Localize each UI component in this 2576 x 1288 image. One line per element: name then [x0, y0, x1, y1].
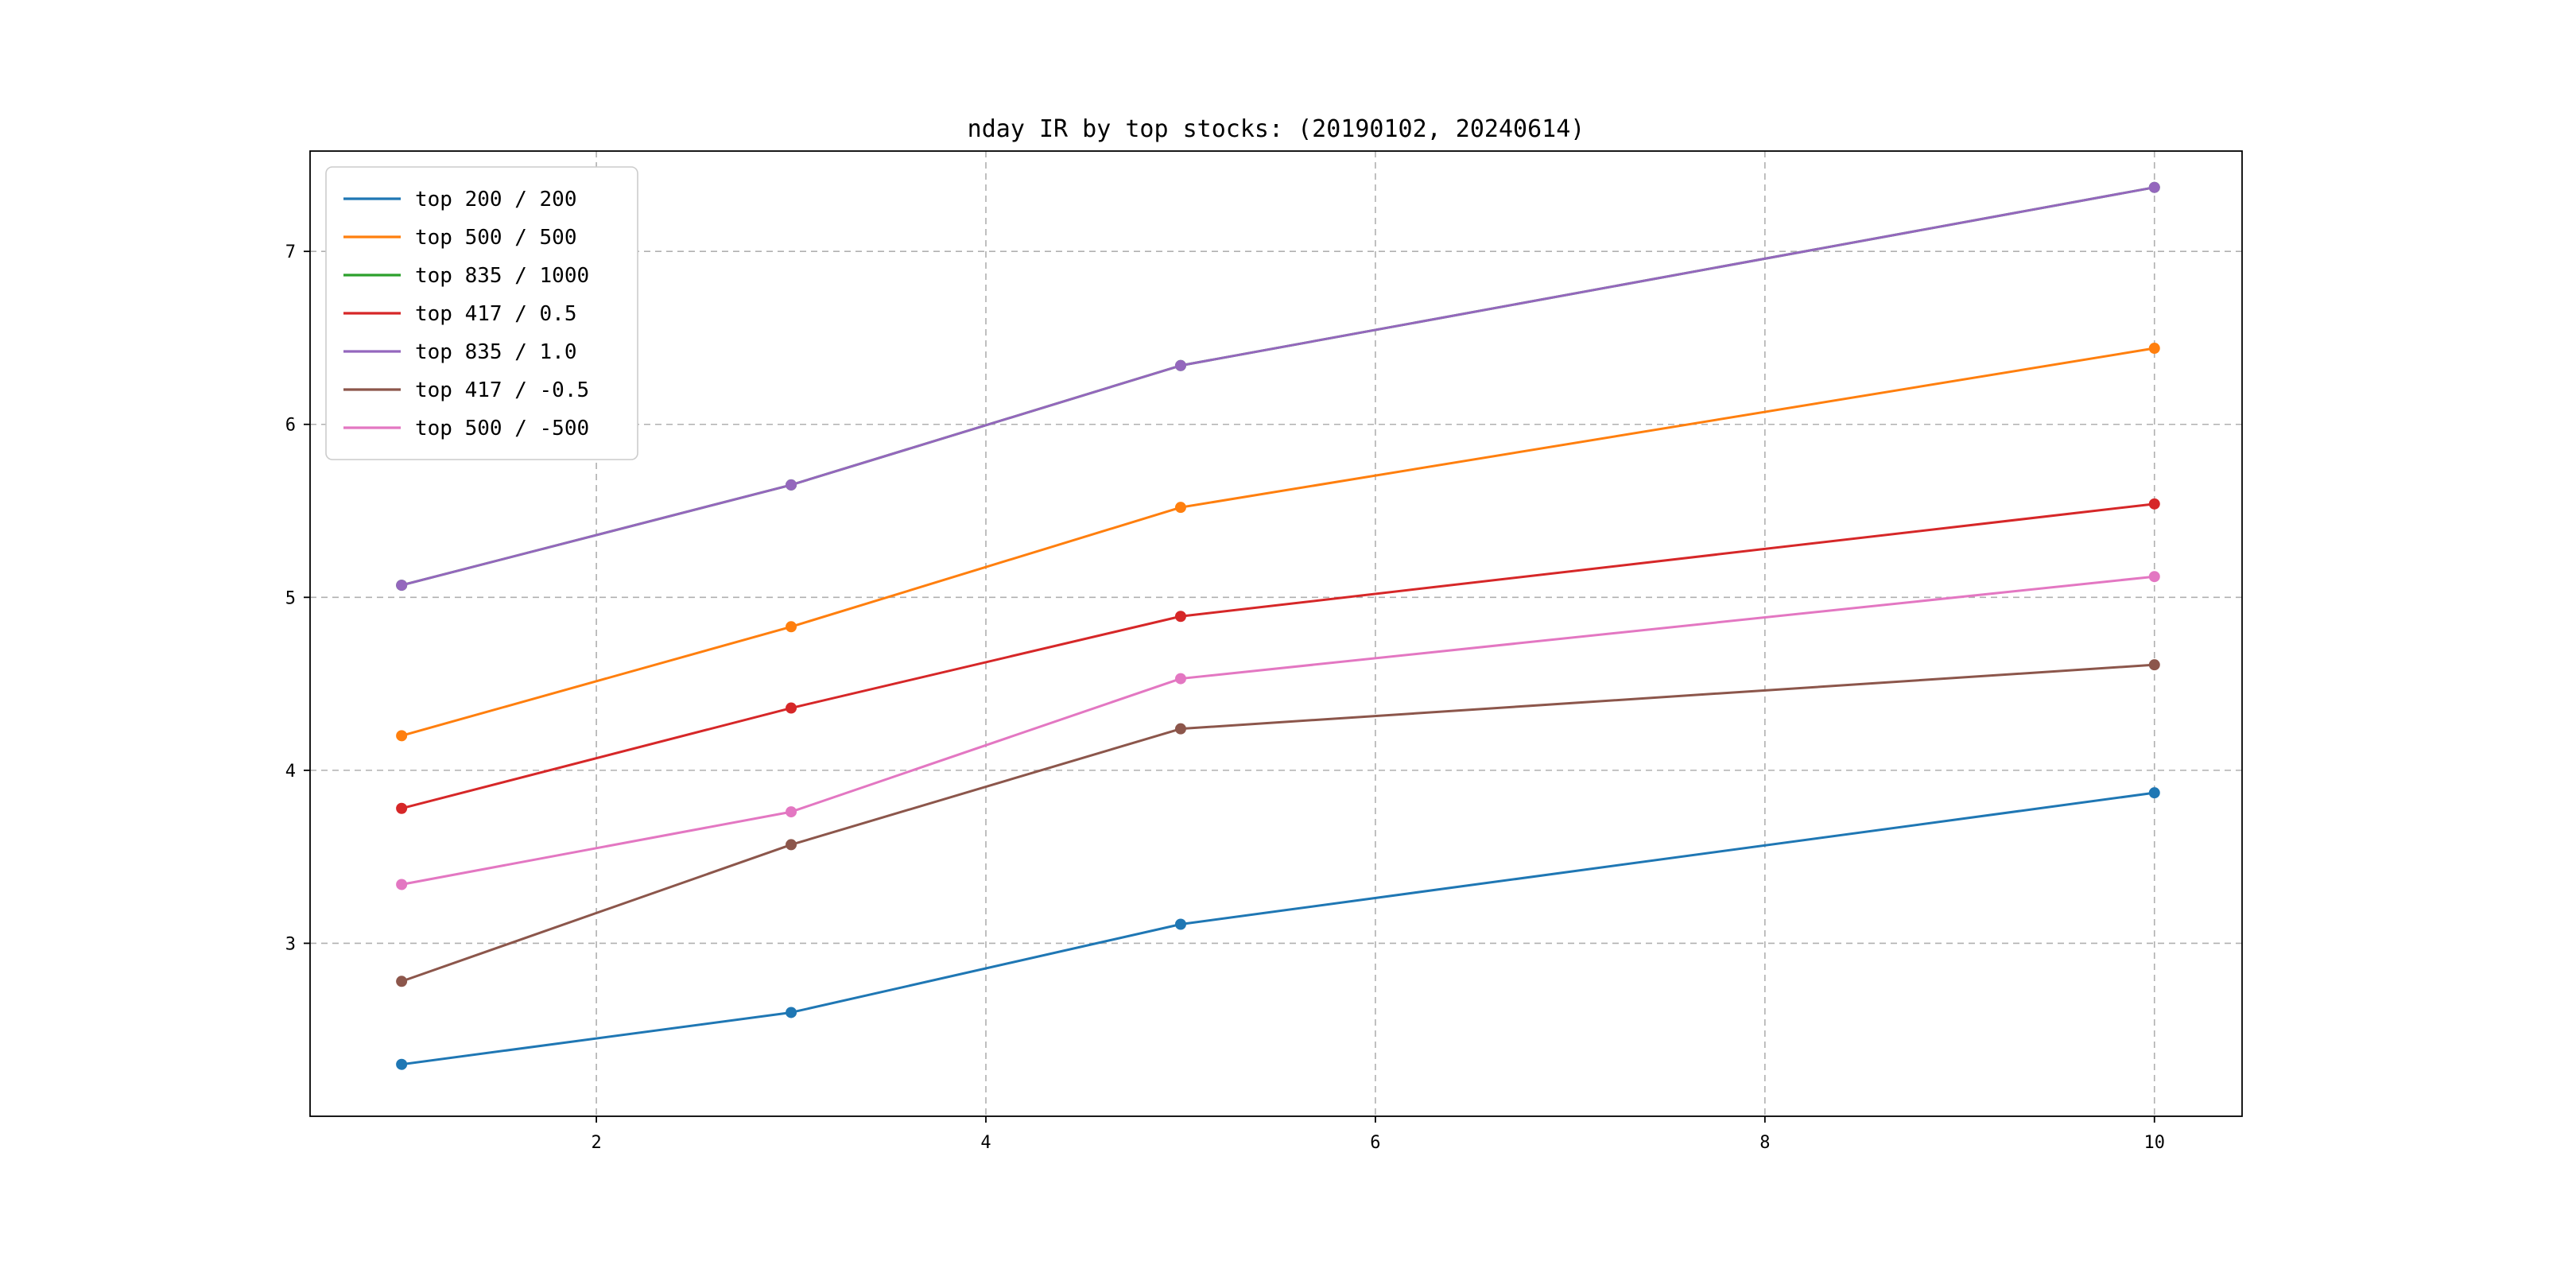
series-marker — [2148, 181, 2160, 193]
series-marker — [2148, 659, 2160, 671]
legend: top 200 / 200 top 500 / 500 top 835 / 1000… — [325, 166, 638, 460]
series-line — [401, 663, 2155, 983]
legend-item-label: top 835 / 1.0 — [415, 340, 577, 364]
legend-item-label: top 835 / 1000 — [415, 264, 589, 288]
series-marker — [396, 879, 408, 890]
x-tick-label: 4 — [980, 1133, 991, 1153]
legend-item-label: top 200 / 200 — [415, 188, 577, 211]
series-marker — [1174, 502, 1186, 514]
series-marker — [786, 839, 797, 851]
series-marker — [786, 479, 797, 491]
tick-marks — [304, 250, 2155, 1123]
y-tick-label: 7 — [285, 242, 296, 262]
series-marker — [1174, 359, 1186, 371]
x-tick-label: 6 — [1370, 1133, 1380, 1153]
series-marker — [1174, 918, 1186, 930]
tick-labels: 2 4 6 8 10 3 4 5 6 7 — [285, 242, 2165, 1153]
series-marker — [2148, 787, 2160, 799]
legend-item-label: top 417 / 0.5 — [415, 302, 577, 326]
x-tick-label: 10 — [2144, 1133, 2166, 1153]
y-tick-label: 6 — [285, 416, 296, 436]
x-tick-label: 8 — [1759, 1133, 1770, 1153]
series-marker — [396, 976, 408, 987]
legend-box — [325, 166, 638, 460]
series-lines — [396, 181, 2160, 1070]
legend-item-label: top 500 / 500 — [415, 226, 577, 250]
series-marker — [1174, 611, 1186, 623]
chart-title: nday IR by top stocks: (20190102, 202406… — [968, 115, 1585, 143]
series-marker — [1174, 723, 1186, 735]
y-tick-label: 4 — [285, 762, 296, 782]
series-marker — [396, 730, 408, 742]
y-tick-label: 3 — [285, 934, 296, 954]
series-marker — [2148, 343, 2160, 355]
series-marker — [786, 806, 797, 818]
series-marker — [786, 621, 797, 633]
axes-frame — [309, 150, 2243, 1117]
series-marker — [396, 580, 408, 592]
legend-item-label: top 500 / -500 — [415, 417, 589, 440]
series-line — [401, 502, 2155, 810]
series-marker — [2148, 498, 2160, 510]
x-tick-label: 2 — [591, 1133, 601, 1153]
series-marker — [2148, 571, 2160, 583]
series-marker — [1174, 673, 1186, 685]
y-tick-label: 5 — [285, 588, 296, 608]
series-line — [401, 186, 2155, 587]
series-line — [401, 186, 2155, 587]
grid — [310, 151, 2242, 1116]
plot-area-border — [309, 150, 2243, 1117]
series-marker — [786, 1007, 797, 1018]
series-marker — [786, 702, 797, 714]
series-line — [401, 791, 2155, 1066]
legend-item-label: top 417 / -0.5 — [415, 378, 589, 402]
series-line — [401, 575, 2155, 886]
series-marker — [396, 1058, 408, 1070]
series-marker — [396, 802, 408, 814]
series-line — [401, 347, 2155, 737]
